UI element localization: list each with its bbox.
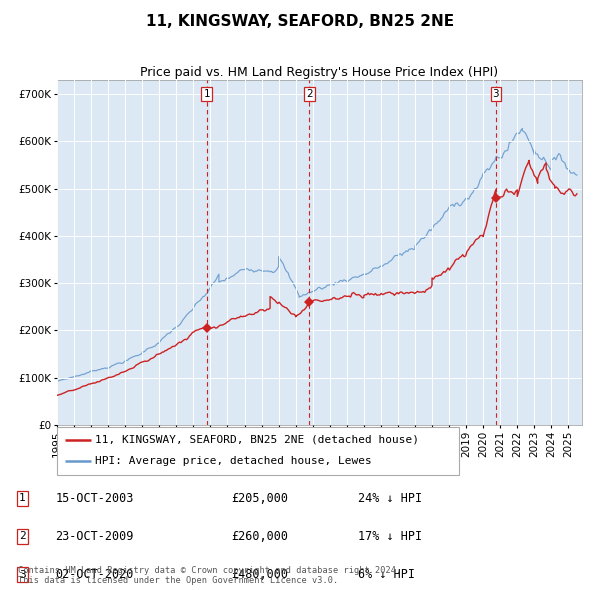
Text: HPI: Average price, detached house, Lewes: HPI: Average price, detached house, Lewe… <box>95 456 372 466</box>
Text: 2: 2 <box>306 88 313 99</box>
Text: £260,000: £260,000 <box>231 530 288 543</box>
Text: 3: 3 <box>19 569 26 579</box>
Text: 24% ↓ HPI: 24% ↓ HPI <box>358 492 422 505</box>
Title: Price paid vs. HM Land Registry's House Price Index (HPI): Price paid vs. HM Land Registry's House … <box>140 66 499 79</box>
Text: 6% ↓ HPI: 6% ↓ HPI <box>358 568 415 581</box>
Text: £480,000: £480,000 <box>231 568 288 581</box>
Text: 1: 1 <box>203 88 210 99</box>
Text: 17% ↓ HPI: 17% ↓ HPI <box>358 530 422 543</box>
Text: 23-OCT-2009: 23-OCT-2009 <box>55 530 134 543</box>
Text: 1: 1 <box>19 493 26 503</box>
Text: 02-OCT-2020: 02-OCT-2020 <box>55 568 134 581</box>
Text: 3: 3 <box>493 88 499 99</box>
Text: 11, KINGSWAY, SEAFORD, BN25 2NE: 11, KINGSWAY, SEAFORD, BN25 2NE <box>146 14 454 29</box>
Text: Contains HM Land Registry data © Crown copyright and database right 2024.
This d: Contains HM Land Registry data © Crown c… <box>18 566 401 585</box>
Text: 2: 2 <box>19 532 26 542</box>
Text: £205,000: £205,000 <box>231 492 288 505</box>
Text: 15-OCT-2003: 15-OCT-2003 <box>55 492 134 505</box>
Text: 11, KINGSWAY, SEAFORD, BN25 2NE (detached house): 11, KINGSWAY, SEAFORD, BN25 2NE (detache… <box>95 435 419 445</box>
